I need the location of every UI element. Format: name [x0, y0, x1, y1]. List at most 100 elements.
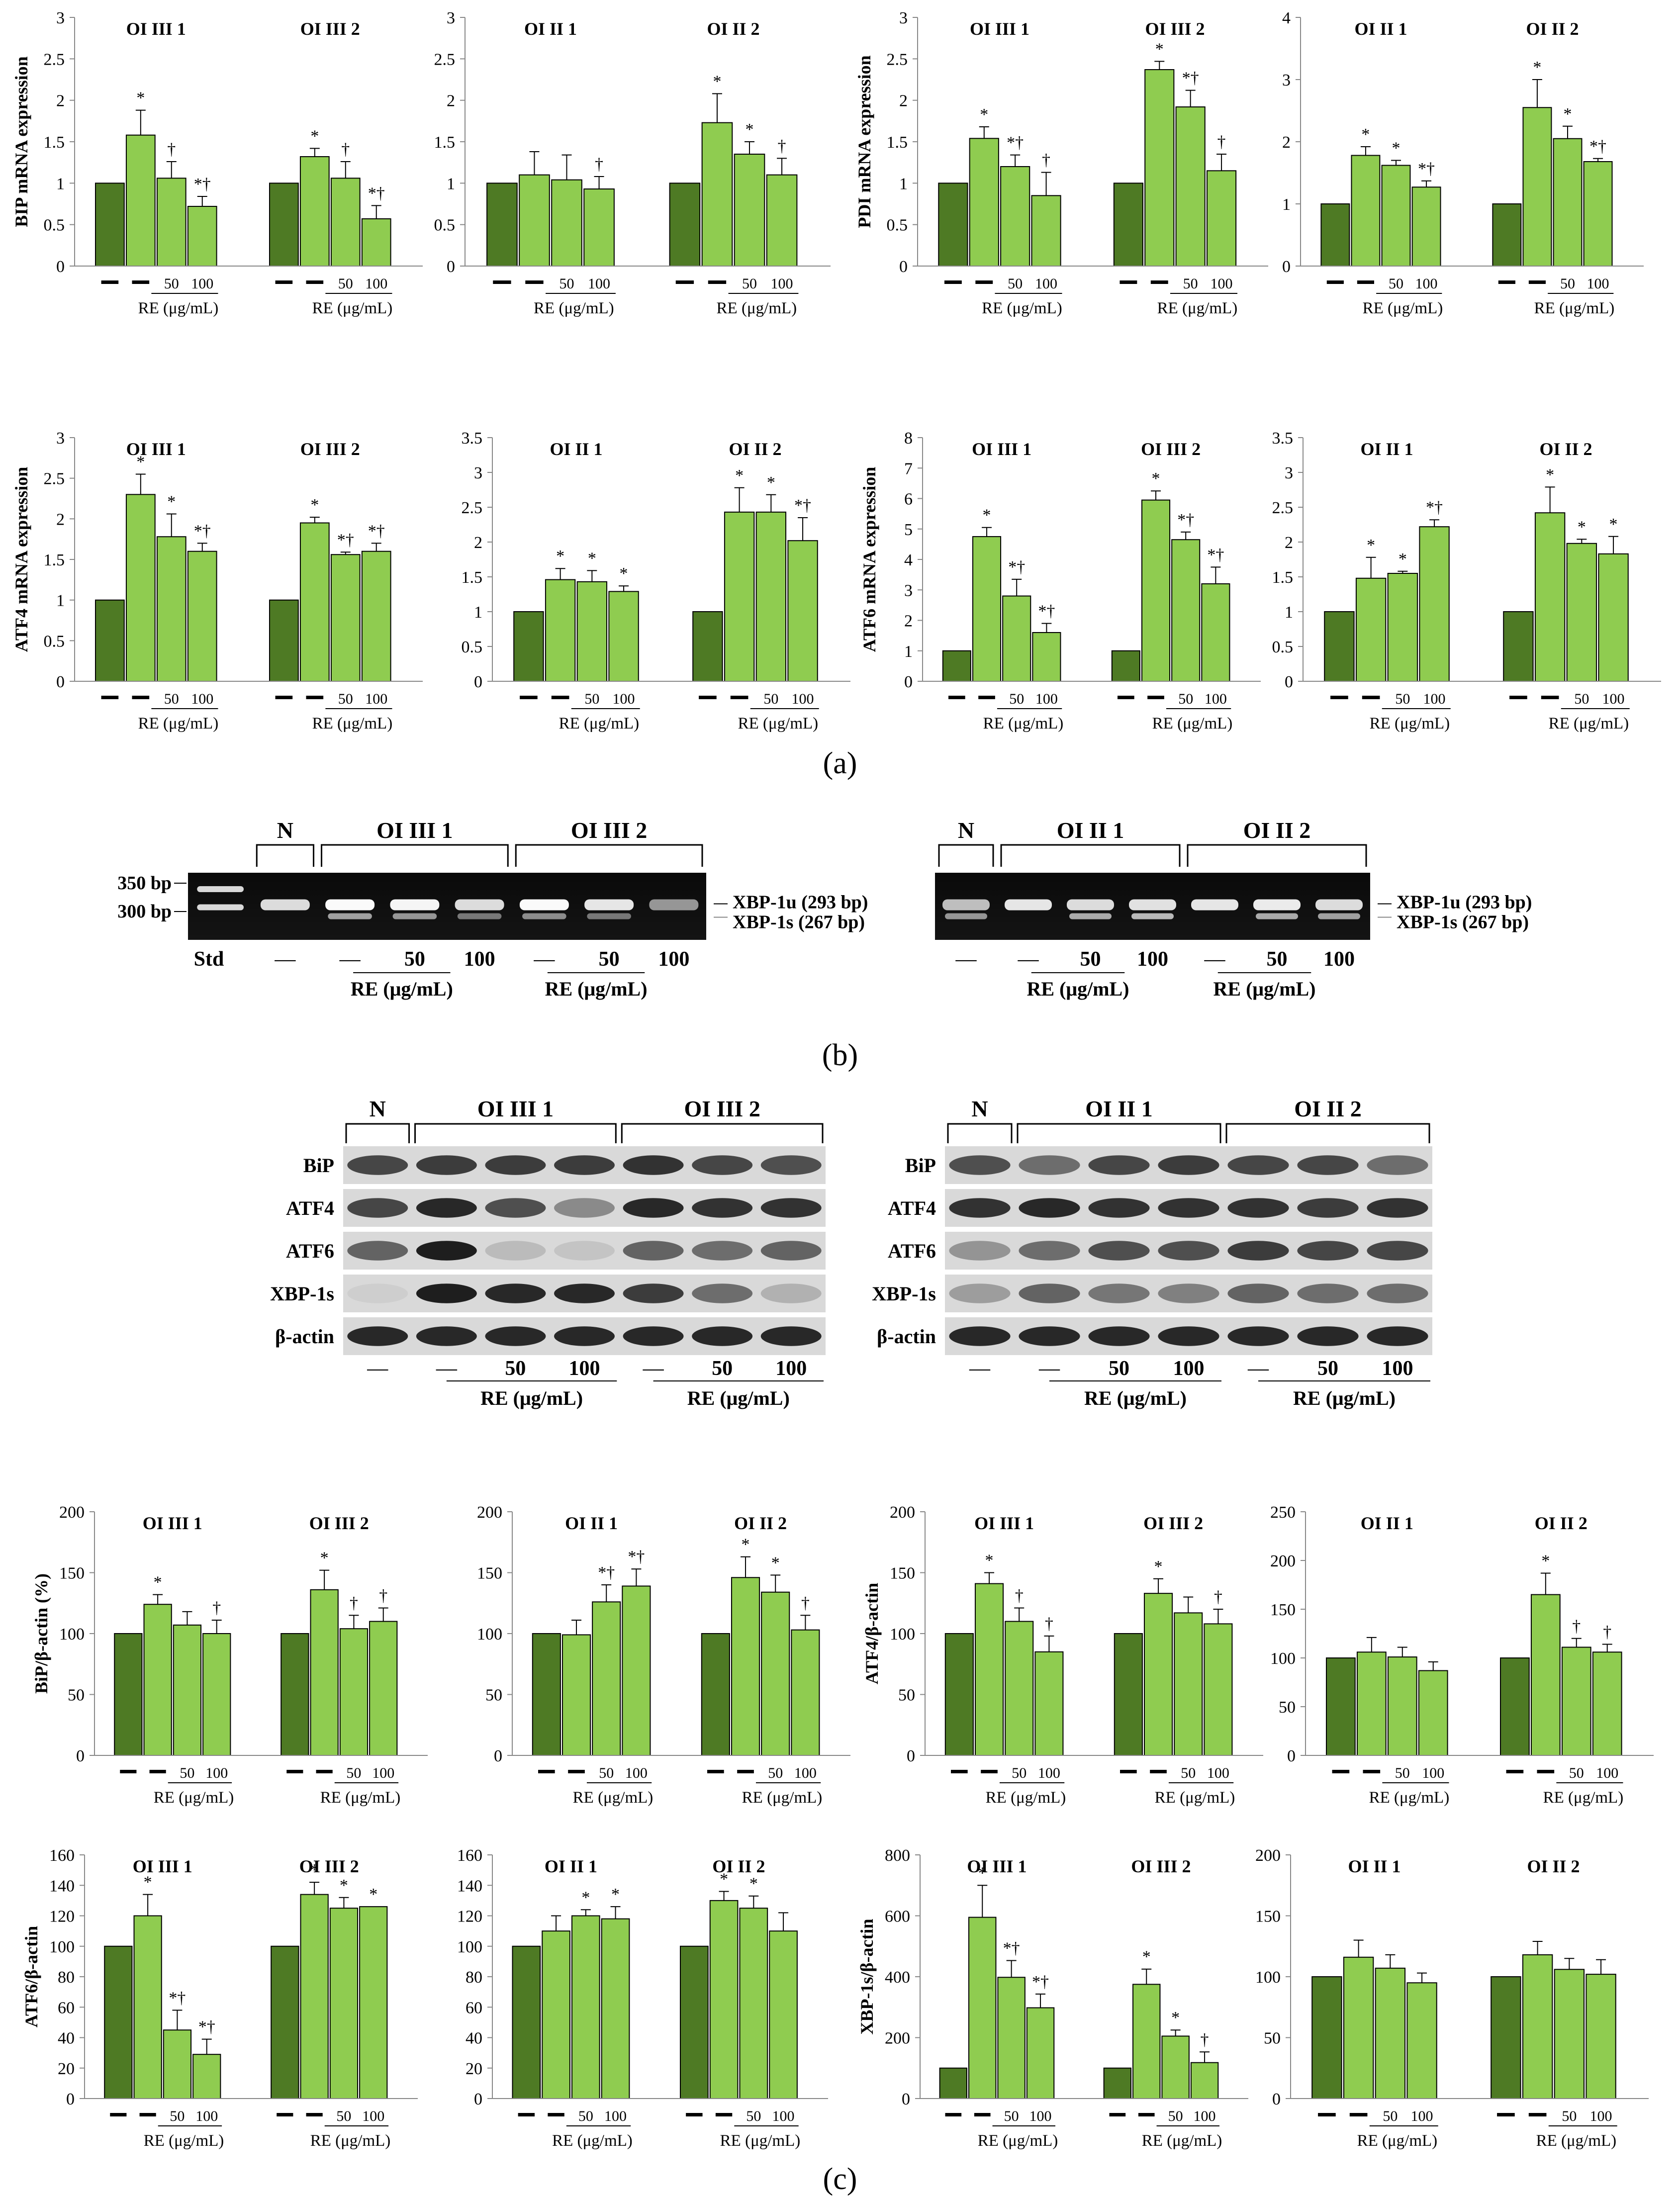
- dose-dash: [1138, 2113, 1155, 2116]
- dose-dash: [975, 280, 993, 284]
- blot-band: [347, 1241, 408, 1261]
- lane-label: —: [274, 948, 296, 971]
- group-title: OI II 2: [729, 439, 781, 459]
- group-title: OI II 1: [545, 1856, 597, 1876]
- y-tick-label: 2: [904, 612, 913, 631]
- significance-mark: *†: [1426, 498, 1443, 517]
- y-tick-label: 8: [904, 429, 913, 448]
- significance-mark: *†: [1003, 1939, 1020, 1958]
- blot-band: [1297, 1155, 1359, 1175]
- std-label: Std: [194, 948, 224, 971]
- xbp1s-band: [1131, 913, 1174, 919]
- y-tick-label: 50: [68, 1686, 85, 1705]
- blot-band: [692, 1155, 753, 1175]
- lane-group-header: OI II 1: [1057, 818, 1124, 843]
- dose-label: 50: [560, 275, 574, 292]
- bar: [942, 650, 971, 682]
- xbp1s-band: [522, 913, 566, 919]
- significance-mark: *: [369, 1885, 377, 1904]
- bar: [1143, 1593, 1173, 1756]
- y-tick-label: 150: [477, 1564, 502, 1583]
- dose-dash: [551, 696, 569, 699]
- y-tick-label: 1: [904, 642, 913, 661]
- bar: [173, 1624, 202, 1756]
- blot-left: BiP ATF4 ATF6 XBP-1s β-actin N OI III 1 OI III …: [270, 1096, 826, 1409]
- lane-label: —: [436, 1357, 458, 1380]
- significance-mark: *: [556, 547, 564, 565]
- dose-label: 50: [1395, 691, 1410, 707]
- blot-band: [1297, 1241, 1359, 1261]
- group-title: OI II 1: [550, 439, 602, 459]
- lane-label: 50: [1317, 1357, 1338, 1380]
- y-tick-label: 0: [904, 673, 913, 691]
- bar: [95, 599, 125, 682]
- group-title: OI III 1: [143, 1513, 202, 1533]
- group-title: OI III 2: [1131, 1856, 1191, 1876]
- blot-band: [416, 1198, 477, 1218]
- bar: [622, 1585, 651, 1756]
- dose-label: 50: [1383, 2108, 1398, 2124]
- bar: [734, 154, 765, 267]
- significance-mark: *†: [1007, 134, 1024, 152]
- group-title: OI II 1: [565, 1513, 618, 1533]
- bar: [1561, 1647, 1591, 1756]
- y-tick-label: 5: [904, 521, 913, 539]
- bar: [1411, 186, 1441, 267]
- bar: [1311, 1976, 1342, 2099]
- bar: [1534, 512, 1566, 682]
- band-label: XBP-1u (293 bp): [733, 892, 868, 913]
- lane-label: 50: [1267, 948, 1288, 971]
- significance-mark: *: [1142, 1948, 1151, 1966]
- xbp1s-band: [945, 913, 987, 919]
- blot-band: [949, 1241, 1011, 1261]
- xbp1s-band: [328, 913, 372, 919]
- dose-dash: [568, 1770, 585, 1773]
- y-tick-label: 6: [904, 490, 913, 509]
- y-tick-label: 200: [890, 1503, 915, 1522]
- group-title: OI II 2: [1526, 19, 1579, 39]
- y-tick-label: 0: [474, 673, 482, 691]
- xbp1u-band: [519, 899, 569, 911]
- dose-label: 50: [1008, 275, 1023, 292]
- dose-dash: [1357, 280, 1375, 284]
- bar: [1000, 166, 1030, 267]
- dose-dash: [306, 696, 324, 699]
- bar: [551, 179, 582, 267]
- treatment-label: RE (μg/mL): [720, 2132, 801, 2150]
- bar: [114, 1633, 143, 1756]
- y-axis-label: ATF4/β-actin: [862, 1583, 882, 1684]
- dose-label: 50: [1569, 1765, 1584, 1781]
- bar: [787, 540, 818, 682]
- bar: [104, 1945, 133, 2099]
- blot-band: [1367, 1241, 1428, 1261]
- bar: [1406, 1982, 1437, 2099]
- y-tick-label: 7: [904, 459, 913, 478]
- lane-group-bracket: [321, 844, 509, 867]
- significance-mark: †: [341, 140, 350, 159]
- y-tick-label: 0.5: [44, 632, 65, 650]
- dose-label: 50: [746, 2108, 761, 2124]
- y-tick-label: 160: [49, 1846, 75, 1865]
- dose-label: 50: [1389, 275, 1403, 292]
- dose-dash: [316, 1770, 333, 1773]
- bar: [143, 1604, 172, 1756]
- bar: [271, 1945, 299, 2099]
- lane-label: —: [1018, 948, 1039, 971]
- lane-group-bracket: [947, 1123, 1013, 1143]
- y-tick-label: 200: [885, 2029, 910, 2048]
- y-tick-label: 100: [457, 1938, 482, 1956]
- significance-mark: *: [136, 89, 145, 107]
- bar: [709, 1900, 739, 2099]
- lane-group-bracket: [414, 1123, 617, 1143]
- dose-label: 50: [599, 1765, 614, 1781]
- bar: [1114, 1633, 1143, 1756]
- lane-label: —: [955, 948, 977, 971]
- y-tick-label: 2: [474, 534, 482, 552]
- blot-band: [1088, 1155, 1150, 1175]
- dose-dash: [1109, 2113, 1126, 2116]
- lane-label: 50: [1109, 1357, 1129, 1380]
- dose-dash: [1509, 696, 1527, 699]
- bar-charts-layer: 0 0.5 1 1.5 2 2.5 3 BIP mRNA expression OI III 1…: [11, 9, 1661, 2150]
- treatment-label: RE (μg/mL): [312, 715, 393, 732]
